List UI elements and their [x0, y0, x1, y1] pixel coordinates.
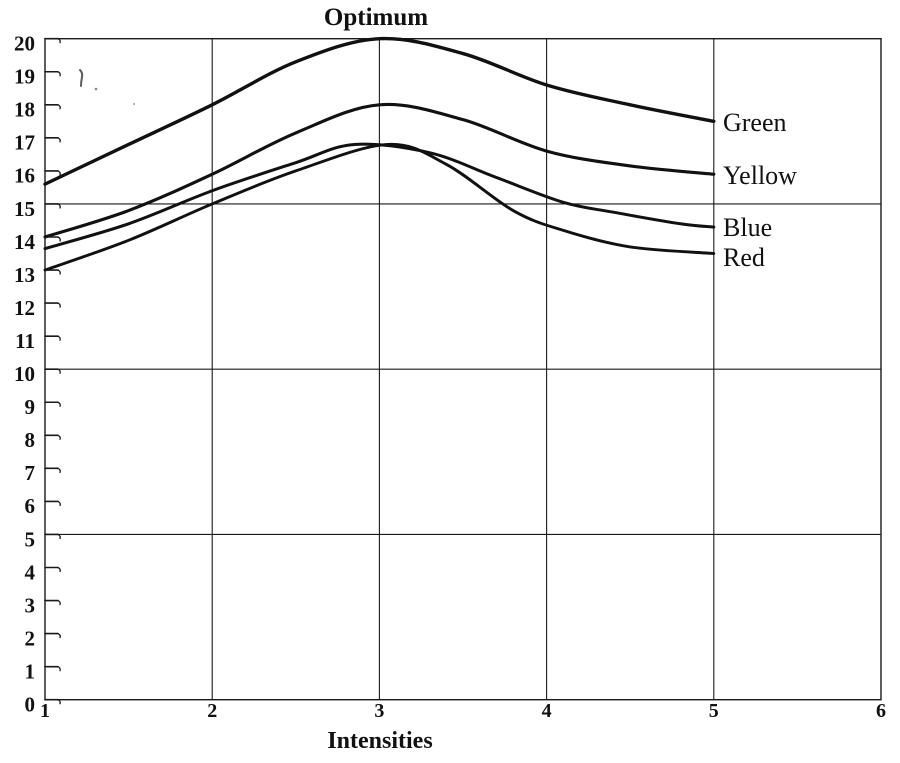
svg-text:19: 19 [14, 65, 35, 89]
svg-text:13: 13 [14, 263, 35, 287]
svg-text:15: 15 [14, 197, 35, 221]
svg-text:2: 2 [25, 626, 36, 650]
svg-text:5: 5 [25, 527, 36, 551]
svg-text:Optimum: Optimum [324, 4, 428, 31]
svg-text:Yellow: Yellow [723, 161, 797, 190]
svg-text:Red: Red [723, 243, 765, 272]
svg-text:3: 3 [25, 593, 36, 617]
svg-text:4: 4 [25, 560, 36, 584]
svg-text:Intensities: Intensities [327, 728, 432, 754]
svg-text:3: 3 [374, 700, 384, 722]
svg-text:17: 17 [14, 131, 35, 155]
svg-text:9: 9 [25, 395, 36, 419]
svg-text:18: 18 [14, 98, 35, 122]
svg-text:1: 1 [25, 659, 36, 683]
svg-text:4: 4 [542, 700, 552, 722]
svg-text:6: 6 [25, 494, 36, 518]
svg-text:Blue: Blue [723, 213, 772, 242]
svg-text:2: 2 [207, 700, 217, 722]
svg-text:14: 14 [14, 230, 36, 254]
svg-text:Green: Green [723, 108, 787, 137]
svg-text:5: 5 [709, 700, 719, 722]
svg-text:20: 20 [14, 32, 35, 56]
svg-text:16: 16 [14, 164, 35, 188]
svg-text:6: 6 [876, 700, 886, 722]
svg-text:11: 11 [15, 329, 35, 353]
svg-text:12: 12 [14, 296, 35, 320]
svg-text:1: 1 [40, 700, 50, 722]
svg-text:7: 7 [25, 461, 36, 485]
svg-text:8: 8 [25, 428, 36, 452]
svg-text:10: 10 [14, 362, 35, 386]
svg-text:0: 0 [25, 693, 36, 717]
